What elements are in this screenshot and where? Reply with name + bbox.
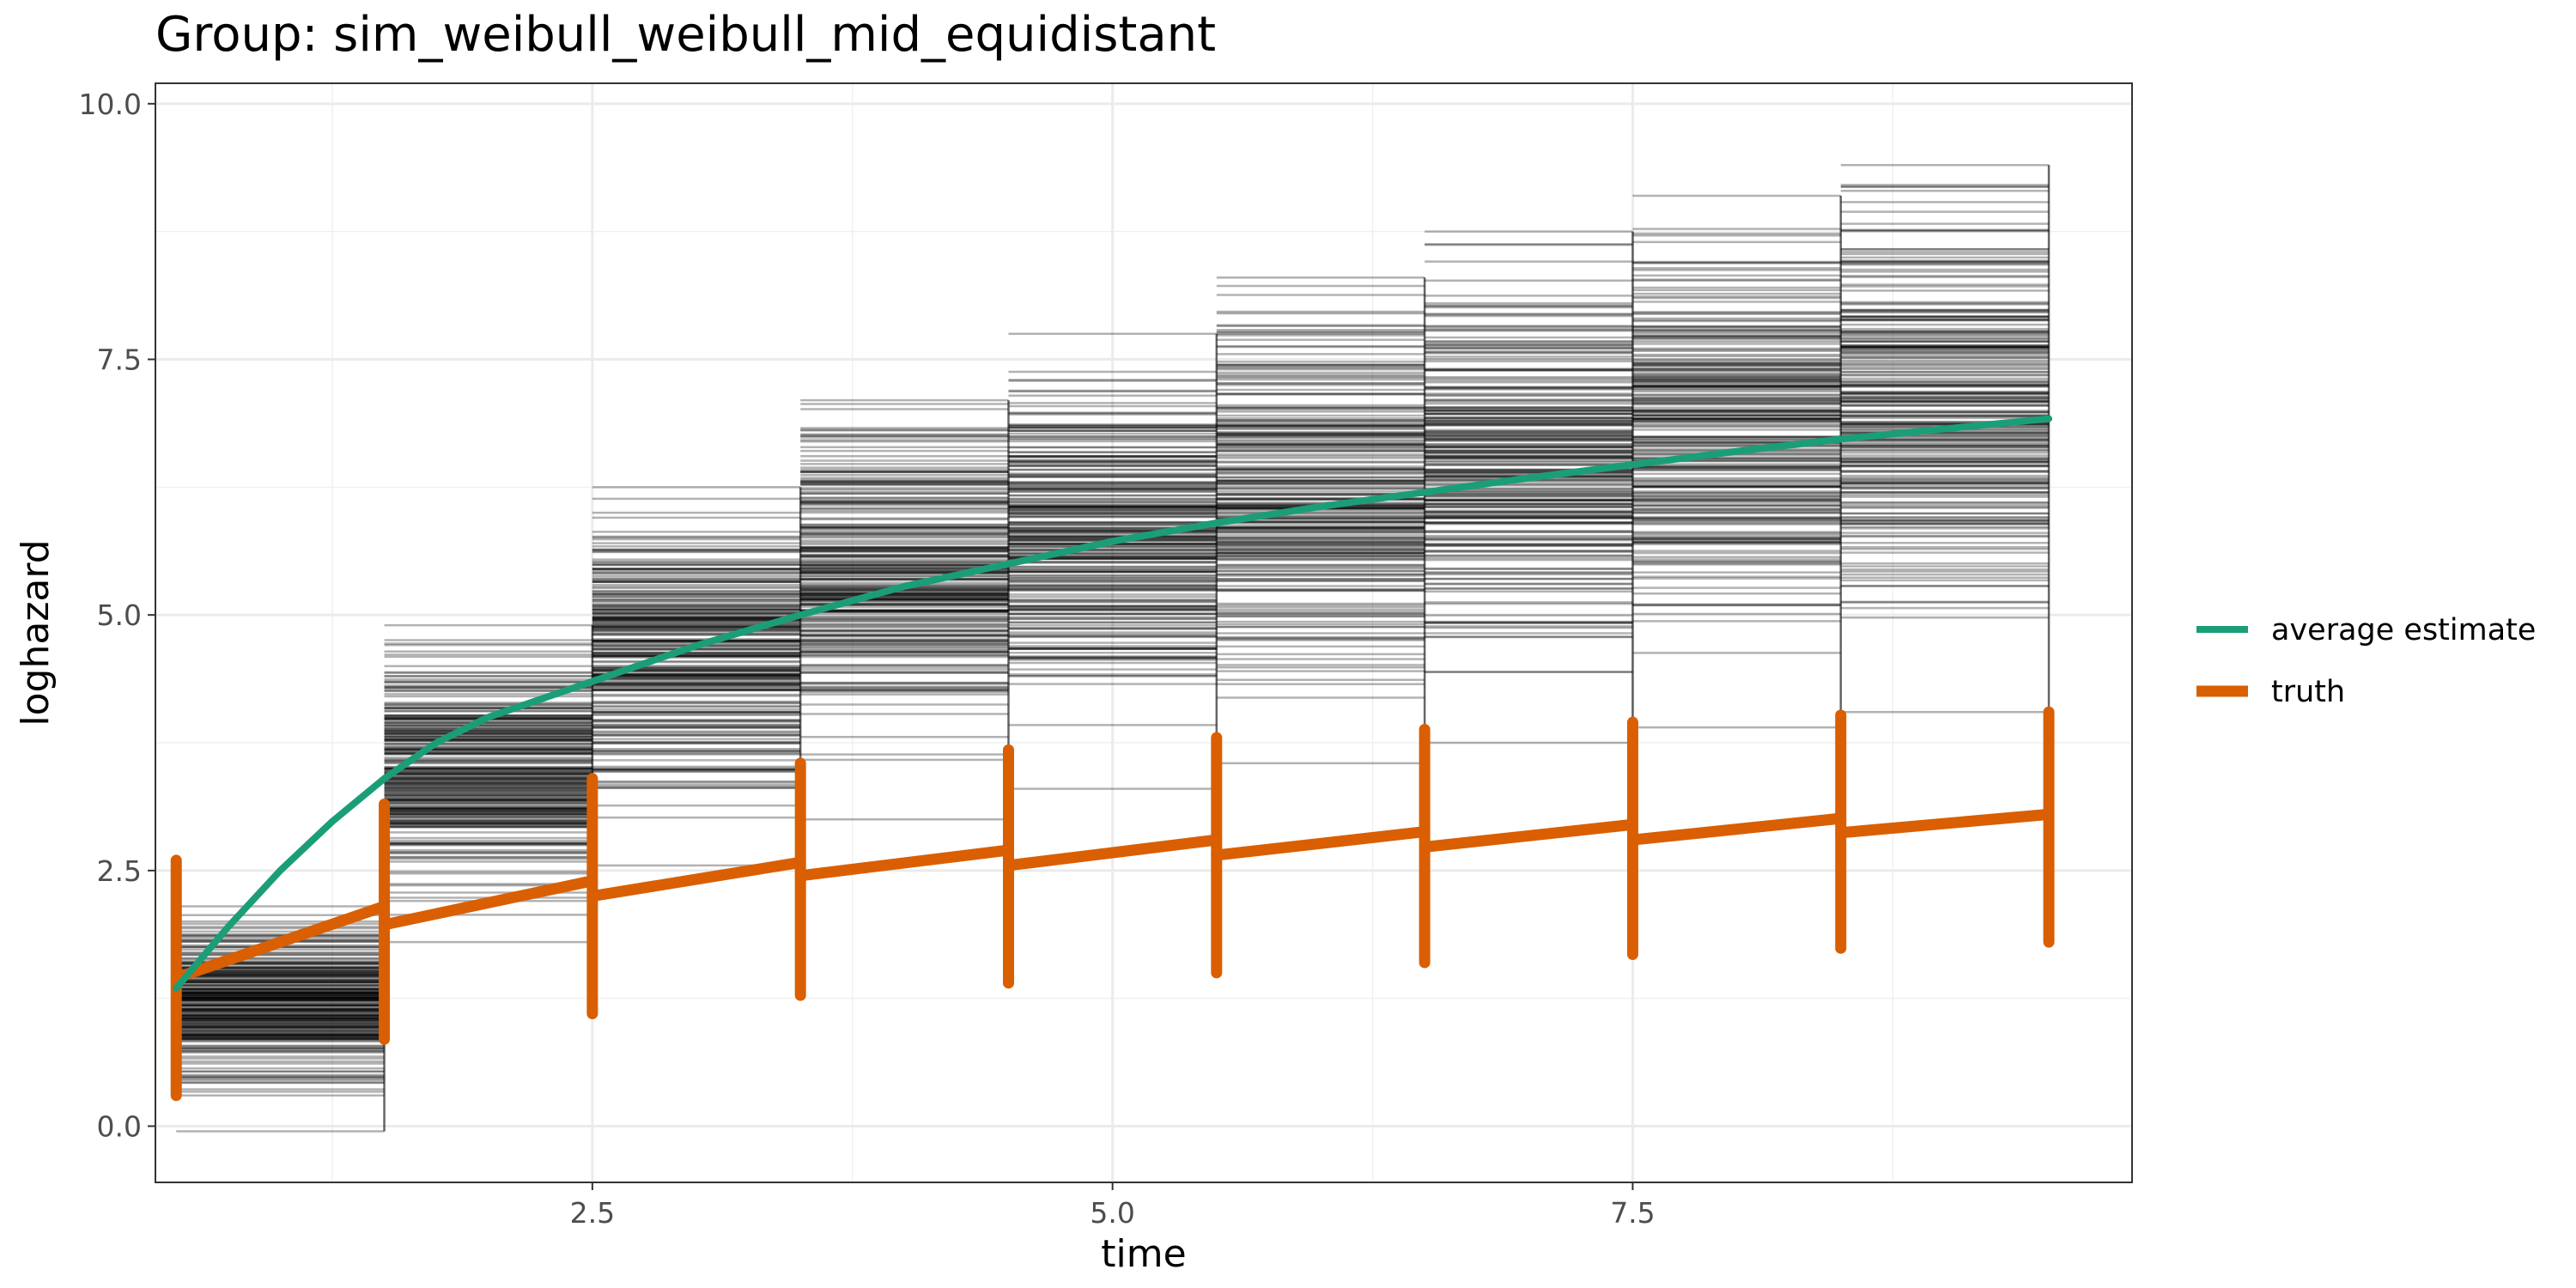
truth-line-segment <box>1002 834 1223 872</box>
legend: average estimate truth <box>2196 613 2536 709</box>
chart-title: Group: sim_weibull_weibull_mid_equidista… <box>155 7 1217 63</box>
panel-border <box>155 82 2133 1183</box>
interval-5 <box>1008 332 1218 790</box>
x-axis-title: time <box>1101 1232 1186 1276</box>
truth-line-segment <box>1419 818 1638 853</box>
y-tick-label: 10.0 <box>79 88 142 121</box>
legend-label-average-estimate: average estimate <box>2271 613 2536 647</box>
legend-label-truth: truth <box>2271 675 2345 709</box>
truth-line-segment <box>1835 808 2055 839</box>
truth-line-segment <box>1211 826 1431 861</box>
average-estimate-line <box>173 415 2053 992</box>
truth-line-segment <box>794 844 1014 882</box>
series-layer <box>170 415 2055 1102</box>
truth-line-segment <box>586 856 806 902</box>
interval-1 <box>176 905 386 1133</box>
interval-3 <box>592 486 802 867</box>
y-tick-label: 0.0 <box>97 1110 142 1144</box>
y-tick-label: 2.5 <box>97 854 142 888</box>
truth-line-segment <box>379 875 598 931</box>
interval-7 <box>1425 230 1634 744</box>
axis-layer: 2.5 5.0 7.5 0.0 2.5 5.0 7.5 10.0 <box>79 88 1656 1230</box>
truth-line-segment <box>170 901 391 984</box>
interval-4 <box>800 398 1010 821</box>
x-tick-label: 2.5 <box>570 1196 615 1230</box>
truth-line-segment <box>1626 812 1847 846</box>
interval-2 <box>384 623 594 944</box>
y-tick-label: 7.5 <box>97 343 142 376</box>
interval-8 <box>1632 194 1843 729</box>
simulation-intervals <box>176 164 2050 1133</box>
y-tick-label: 5.0 <box>97 598 142 632</box>
y-axis-title: loghazard <box>14 539 58 726</box>
x-tick-label: 5.0 <box>1090 1196 1134 1230</box>
x-tick-label: 7.5 <box>1610 1196 1655 1230</box>
